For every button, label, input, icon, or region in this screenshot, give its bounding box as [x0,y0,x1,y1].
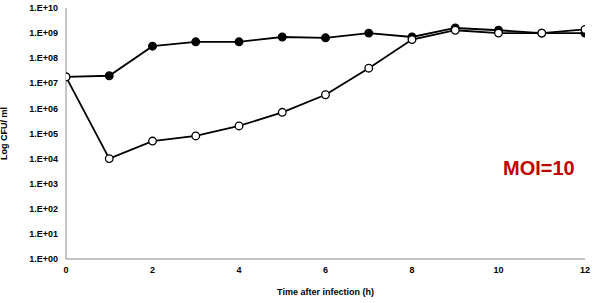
svg-text:8: 8 [409,265,414,275]
svg-text:1.E+02: 1.E+02 [29,204,58,214]
svg-text:1.E+07: 1.E+07 [29,78,58,88]
svg-text:Time after infection (h): Time after infection (h) [277,287,374,297]
svg-text:4: 4 [236,265,241,275]
svg-text:1.E+04: 1.E+04 [29,154,58,164]
svg-text:1.E+03: 1.E+03 [29,179,58,189]
svg-text:1.E+09: 1.E+09 [29,28,58,38]
svg-text:10: 10 [493,265,503,275]
svg-text:1.E+10: 1.E+10 [29,3,58,13]
svg-text:1.E+00: 1.E+00 [29,254,58,264]
html-text:MOI=10: MOI=10 [503,157,575,179]
svg-text:6: 6 [323,265,328,275]
svg-text:1.E+05: 1.E+05 [29,129,58,139]
svg-text:Log CFU/ ml: Log CFU/ ml [8,107,9,160]
svg-text:1.E+08: 1.E+08 [29,53,58,63]
svg-text:2: 2 [150,265,155,275]
svg-text:12: 12 [580,265,590,275]
svg-text:0: 0 [63,265,68,275]
svg-text:1.E+06: 1.E+06 [29,104,58,114]
svg-text:1.E+01: 1.E+01 [29,229,58,239]
